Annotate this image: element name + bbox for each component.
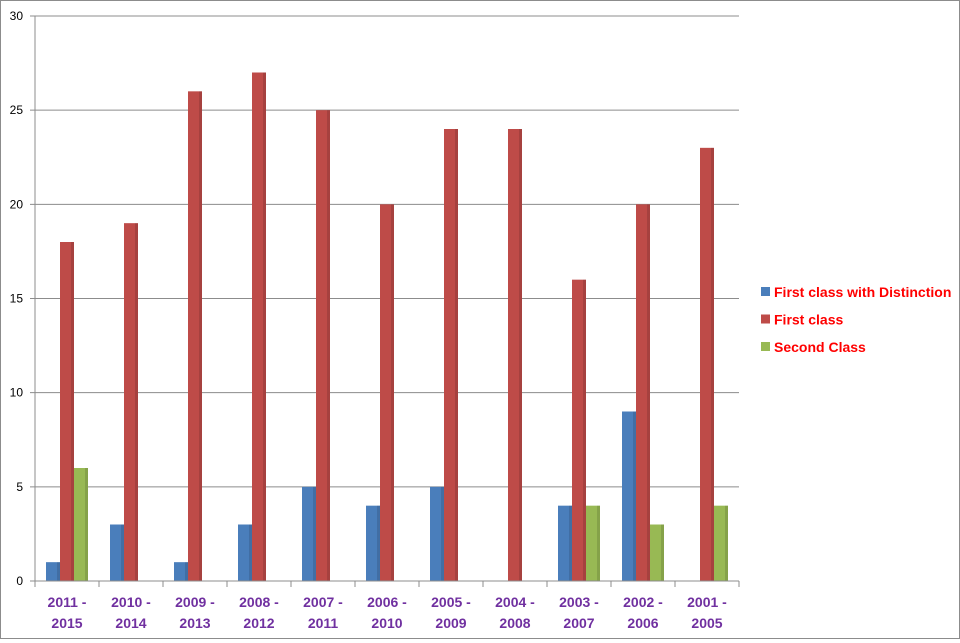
bar-shade xyxy=(391,204,394,582)
bar-shade xyxy=(377,505,380,581)
x-tick-label: 2010 - xyxy=(111,594,151,610)
y-tick-label: 20 xyxy=(10,197,24,211)
x-tick-label: 2009 - xyxy=(175,594,215,610)
bar-shade xyxy=(647,204,650,582)
x-tick-label: 2009 xyxy=(435,615,466,631)
x-tick-label: 2002 - xyxy=(623,594,663,610)
bar-shade xyxy=(313,486,316,581)
x-tick-label: 2015 xyxy=(51,615,82,631)
bar-shade xyxy=(711,147,714,582)
bar-second-class xyxy=(714,505,728,581)
x-tick-label: 2006 xyxy=(627,615,658,631)
bar-shade xyxy=(57,562,60,581)
y-tick-label: 0 xyxy=(16,574,23,588)
legend-label: Second Class xyxy=(774,339,866,355)
legend-label: First class with Distinction xyxy=(774,284,951,300)
x-tick-label: 2006 - xyxy=(367,594,407,610)
bar-shade xyxy=(121,524,124,581)
x-tick-label: 2003 - xyxy=(559,594,599,610)
bar-shade xyxy=(633,411,636,581)
bar-first-class xyxy=(572,279,586,581)
x-tick-label: 2011 - xyxy=(48,594,87,610)
y-tick-label: 10 xyxy=(10,386,24,400)
bar-first-class xyxy=(380,204,394,582)
bar-first-class-with-distinction xyxy=(302,486,316,581)
bar-first-class xyxy=(60,242,74,581)
bar-shade xyxy=(441,486,444,581)
legend-swatch xyxy=(761,342,770,351)
y-axis: 0 5 10 15 20 25 30 xyxy=(10,9,36,588)
bar-first-class-with-distinction xyxy=(558,505,572,581)
bar-shade xyxy=(597,505,600,581)
bar-shade xyxy=(327,110,330,582)
bar-shade xyxy=(583,279,586,581)
bar-shade xyxy=(519,129,522,581)
x-tick-label: 2007 - xyxy=(303,594,343,610)
legend-swatch xyxy=(761,287,770,296)
x-tick-label: 2010 xyxy=(371,615,402,631)
x-tick-label: 2004 - xyxy=(495,594,535,610)
bar-first-class-with-distinction xyxy=(174,562,188,581)
bar-second-class xyxy=(74,468,88,581)
x-tick-label: 2008 - xyxy=(239,594,279,610)
bar-shade xyxy=(85,468,88,581)
x-tick-label: 2005 xyxy=(691,615,722,631)
bar-shade xyxy=(249,524,252,581)
bar-first-class xyxy=(444,129,458,581)
bar-first-class-with-distinction xyxy=(46,562,60,581)
bar-shade xyxy=(725,505,728,581)
x-tick-label: 2007 xyxy=(563,615,594,631)
y-tick-label: 5 xyxy=(16,480,23,494)
bar-first-class xyxy=(252,72,266,581)
x-tick-label: 2001 - xyxy=(687,594,727,610)
bar-shade xyxy=(455,129,458,581)
bar-first-class-with-distinction xyxy=(430,486,444,581)
y-tick-label: 15 xyxy=(10,292,24,306)
bar-shade xyxy=(661,524,664,581)
bar-second-class xyxy=(650,524,664,581)
bar-first-class-with-distinction xyxy=(622,411,636,581)
bar-first-class xyxy=(316,110,330,582)
bar-shade xyxy=(71,242,74,581)
bar-first-class-with-distinction xyxy=(238,524,252,581)
legend: First class with Distinction First class S… xyxy=(761,284,951,355)
x-tick-label: 2012 xyxy=(243,615,274,631)
y-tick-label: 25 xyxy=(10,103,24,117)
legend-label: First class xyxy=(774,312,843,328)
bar-second-class xyxy=(586,505,600,581)
x-tick-label: 2005 - xyxy=(431,594,471,610)
bar-first-class xyxy=(124,223,138,581)
x-axis: 2011 - 2015 2010 - 2014 2009 - 2013 2008 - 2012… xyxy=(34,580,740,631)
bar-first-class-with-distinction xyxy=(110,524,124,581)
x-tick-label: 2013 xyxy=(179,615,210,631)
x-tick-label: 2014 xyxy=(115,615,146,631)
x-tick-label: 2011 xyxy=(308,615,339,631)
bar-first-class xyxy=(188,91,202,581)
bar-shade xyxy=(199,91,202,581)
bar-first-class xyxy=(508,129,522,581)
bar-shade xyxy=(263,72,266,581)
bar-shade xyxy=(569,505,572,581)
bar-first-class xyxy=(700,147,714,582)
y-tick-label: 30 xyxy=(10,9,24,23)
bar-first-class xyxy=(636,204,650,582)
legend-swatch xyxy=(761,314,770,324)
bar-shade xyxy=(185,562,188,581)
bar-shade xyxy=(135,223,138,581)
bar-first-class-with-distinction xyxy=(366,505,380,581)
x-tick-label: 2008 xyxy=(499,615,530,631)
bars xyxy=(46,72,728,582)
